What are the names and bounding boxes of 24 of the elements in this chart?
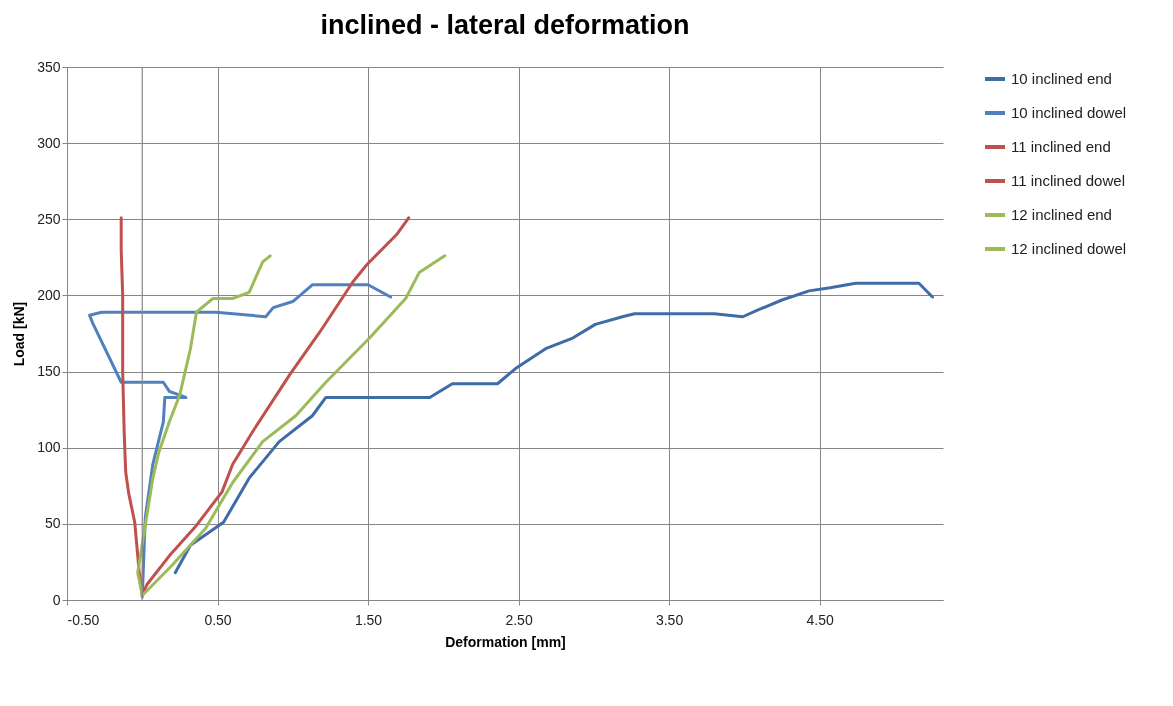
x-tick-label: 2.50 [505,611,533,628]
line-series [173,281,934,575]
legend-label: 10 inclined dowel [1011,104,1127,121]
x-tick-label: 0.50 [204,611,232,628]
x-tick-label: 3.50 [655,611,684,628]
x-tick-label: 4.50 [806,611,834,628]
chart-title: inclined - lateral deformation [320,10,690,40]
y-tick-label: 200 [37,286,61,303]
y-tick-label: 0 [52,591,61,608]
y-tick-label: 250 [37,210,61,227]
x-tick-label: 1.50 [354,611,383,628]
legend-label: 10 inclined end [1011,70,1112,87]
legend-label: 11 inclined dowel [1011,172,1125,189]
y-tick-label: 100 [37,439,61,456]
y-tick-label: 300 [37,134,61,151]
y-tick-label: 150 [37,363,61,380]
legend-label: 11 inclined end [1011,138,1111,155]
x-axis-title: Deformation [mm] [445,633,566,650]
x-tick-label: -0.50 [67,611,100,628]
y-tick-label: 350 [37,58,61,75]
y-tick-label: 50 [44,515,61,532]
legend-label: 12 inclined dowel [1011,240,1127,257]
y-axis-title: Load [kN] [11,301,28,367]
legend-label: 12 inclined end [1011,206,1112,223]
